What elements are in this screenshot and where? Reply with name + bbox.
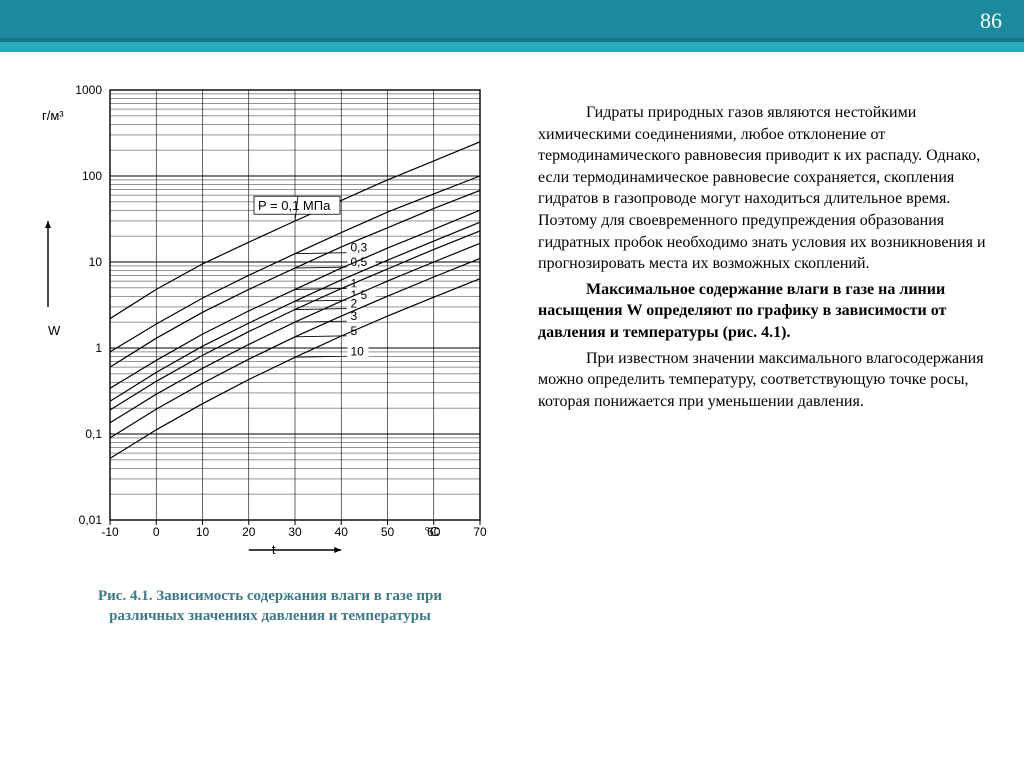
- right-column: Гидраты природных газов являются нестойк…: [520, 72, 1024, 768]
- svg-text:0,5: 0,5: [351, 255, 368, 269]
- svg-text:°C: °C: [425, 524, 440, 539]
- svg-text:0,01: 0,01: [79, 513, 103, 527]
- svg-text:0: 0: [153, 525, 160, 539]
- chart-container: -100102030405060700,010,11101001000Wг/м³…: [30, 80, 500, 560]
- svg-text:40: 40: [335, 525, 349, 539]
- paragraph-3: При известном значении максимального вла…: [538, 348, 996, 413]
- header-band-mid: [0, 42, 1024, 52]
- svg-text:г/м³: г/м³: [42, 108, 64, 123]
- svg-text:10: 10: [196, 525, 210, 539]
- slide: 86 -100102030405060700,010,11101001000Wг…: [0, 0, 1024, 768]
- moisture-chart: -100102030405060700,010,11101001000Wг/м³…: [30, 80, 500, 560]
- svg-text:0,3: 0,3: [351, 241, 368, 255]
- svg-text:P = 0,1 МПа: P = 0,1 МПа: [258, 198, 331, 213]
- svg-text:100: 100: [82, 169, 102, 183]
- header-band-top: [0, 0, 1024, 42]
- svg-text:50: 50: [381, 525, 395, 539]
- svg-text:70: 70: [473, 525, 487, 539]
- paragraph-2: Максимальное содержание влаги в газе на …: [538, 279, 996, 344]
- svg-text:10: 10: [89, 255, 103, 269]
- svg-text:20: 20: [242, 525, 256, 539]
- svg-text:0,1: 0,1: [85, 427, 102, 441]
- page-number: 86: [980, 8, 1002, 34]
- content-area: -100102030405060700,010,11101001000Wг/м³…: [0, 72, 1024, 768]
- paragraph-1: Гидраты природных газов являются нестойк…: [538, 102, 996, 275]
- svg-text:30: 30: [288, 525, 302, 539]
- left-column: -100102030405060700,010,11101001000Wг/м³…: [0, 72, 520, 768]
- figure-caption: Рис. 4.1. Зависимость содержания влаги в…: [30, 586, 510, 627]
- svg-text:10: 10: [351, 344, 365, 358]
- svg-text:1: 1: [95, 341, 102, 355]
- svg-text:1000: 1000: [75, 83, 102, 97]
- svg-text:-10: -10: [101, 525, 119, 539]
- svg-text:W: W: [48, 323, 61, 338]
